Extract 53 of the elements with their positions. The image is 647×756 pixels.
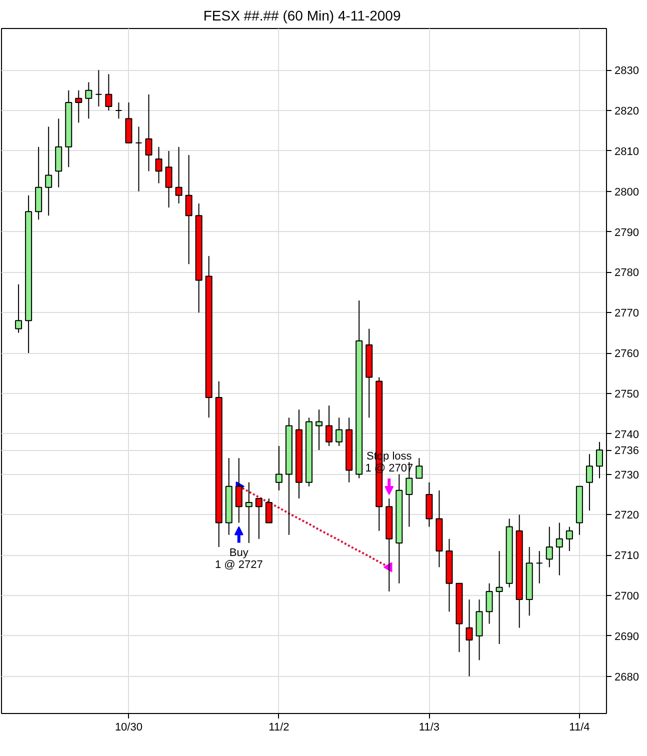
candlestick (586, 454, 593, 512)
candlestick (466, 599, 473, 677)
candlestick (175, 146, 182, 204)
y-tick-label: 2800 (614, 186, 639, 198)
candlestick (275, 445, 282, 491)
candlestick (145, 94, 152, 172)
y-tick-label: 2790 (614, 226, 639, 239)
candlestick (165, 150, 172, 208)
candlestick (95, 70, 102, 107)
candlestick (135, 126, 142, 192)
y-tick-label: 2720 (614, 510, 639, 522)
annotation: Buy 1 @ 2727 (214, 546, 263, 571)
x-tick-label: 10/30 (114, 722, 142, 734)
candlestick (15, 284, 22, 334)
y-tick-label: 2750 (614, 388, 639, 400)
candlestick (85, 82, 92, 120)
candlestick (336, 417, 343, 446)
candlestick (45, 126, 52, 216)
y-tick-label: 2830 (614, 65, 639, 78)
candlestick (546, 526, 553, 568)
y-tick-label: 2820 (614, 106, 639, 118)
y-tick-label: 2740 (614, 428, 639, 441)
candlestick (316, 409, 323, 451)
candlestick (596, 441, 603, 479)
y-tick-label: 2700 (614, 590, 639, 602)
candlestick (265, 498, 272, 524)
y-tick-label: 2770 (614, 308, 639, 320)
y-tick-label: 2736 (614, 445, 639, 458)
candlestick (496, 550, 503, 644)
candlestick (566, 526, 573, 552)
candlestick (245, 482, 252, 544)
candlestick (536, 550, 543, 584)
candlestick (486, 582, 493, 624)
x-tick-label: 11/2 (268, 722, 290, 734)
candlestick (556, 522, 563, 576)
y-tick-label: 2710 (614, 550, 639, 562)
candlestick (326, 405, 333, 446)
candlestick (105, 74, 112, 112)
candlestick (185, 154, 192, 265)
x-tick-label: 11/4 (569, 722, 590, 734)
candlestick (416, 458, 423, 479)
x-tick-label: 11/3 (418, 722, 440, 734)
candlestick (75, 90, 82, 124)
y-tick-label: 2760 (614, 348, 639, 360)
y-tick-label: 2810 (614, 146, 639, 158)
y-tick-label: 2730 (614, 469, 639, 482)
y-tick-label: 2780 (614, 267, 639, 280)
y-tick-label: 2690 (614, 630, 639, 643)
candlestick (155, 146, 162, 184)
candlestick (115, 102, 122, 120)
candlestick (255, 498, 262, 540)
chart-title: FESX ##.## (60 Min) 4-11-2009 (203, 8, 401, 24)
y-tick-label: 2680 (614, 671, 639, 684)
